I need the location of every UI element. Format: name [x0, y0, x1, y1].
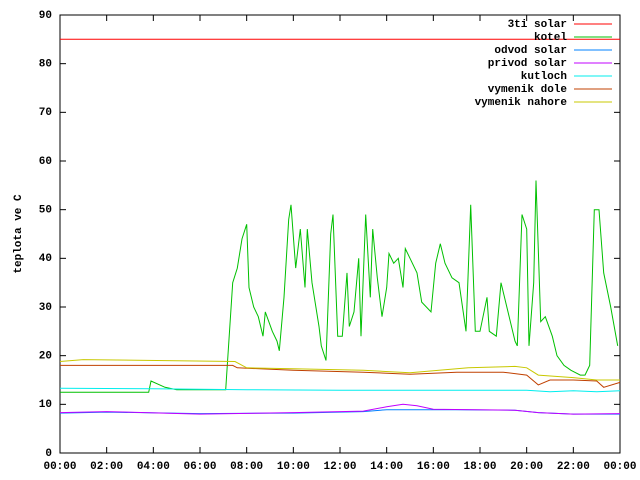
x-tick-label: 18:00: [463, 461, 496, 473]
y-tick-label: 30: [39, 302, 52, 314]
x-tick-label: 22:00: [557, 461, 590, 473]
y-tick-label: 40: [39, 253, 52, 265]
y-tick-label: 80: [39, 59, 52, 71]
y-tick-label: 10: [39, 399, 52, 411]
y-tick-label: 50: [39, 205, 52, 217]
legend-label: kotel: [534, 32, 567, 44]
series-line: [60, 180, 619, 393]
plot-border: [59, 14, 621, 454]
series-line: [59, 403, 621, 415]
x-tick-label: 06:00: [183, 461, 216, 473]
x-tick-label: 10:00: [277, 461, 310, 473]
legend-label: privod solar: [488, 58, 567, 70]
series-line: [60, 364, 621, 388]
x-tick-label: 12:00: [323, 461, 356, 473]
y-tick-label: 0: [45, 448, 52, 460]
y-tick-label: 60: [39, 156, 52, 168]
y-axis-label: teplota ve C: [13, 194, 25, 274]
x-tick-label: 04:00: [137, 461, 170, 473]
legend-label: kutloch: [521, 71, 567, 83]
series-line: [59, 387, 621, 393]
x-tick-label: 08:00: [230, 461, 263, 473]
x-tick-label: 02:00: [90, 461, 123, 473]
legend-label: vymenik nahore: [475, 97, 568, 109]
x-tick-label: 16:00: [417, 461, 450, 473]
y-tick-label: 20: [39, 351, 52, 363]
x-tick-label: 14:00: [370, 461, 403, 473]
x-tick-label: 20:00: [510, 461, 543, 473]
series-line: [59, 359, 620, 381]
x-tick-label: 00:00: [603, 461, 636, 473]
legend-label: vymenik dole: [488, 84, 568, 96]
x-tick-label: 00:00: [43, 461, 76, 473]
legend-label: odvod solar: [494, 45, 567, 57]
legend-label: 3ti solar: [508, 19, 567, 31]
y-tick-label: 90: [39, 10, 52, 22]
y-tick-label: 70: [39, 107, 52, 119]
